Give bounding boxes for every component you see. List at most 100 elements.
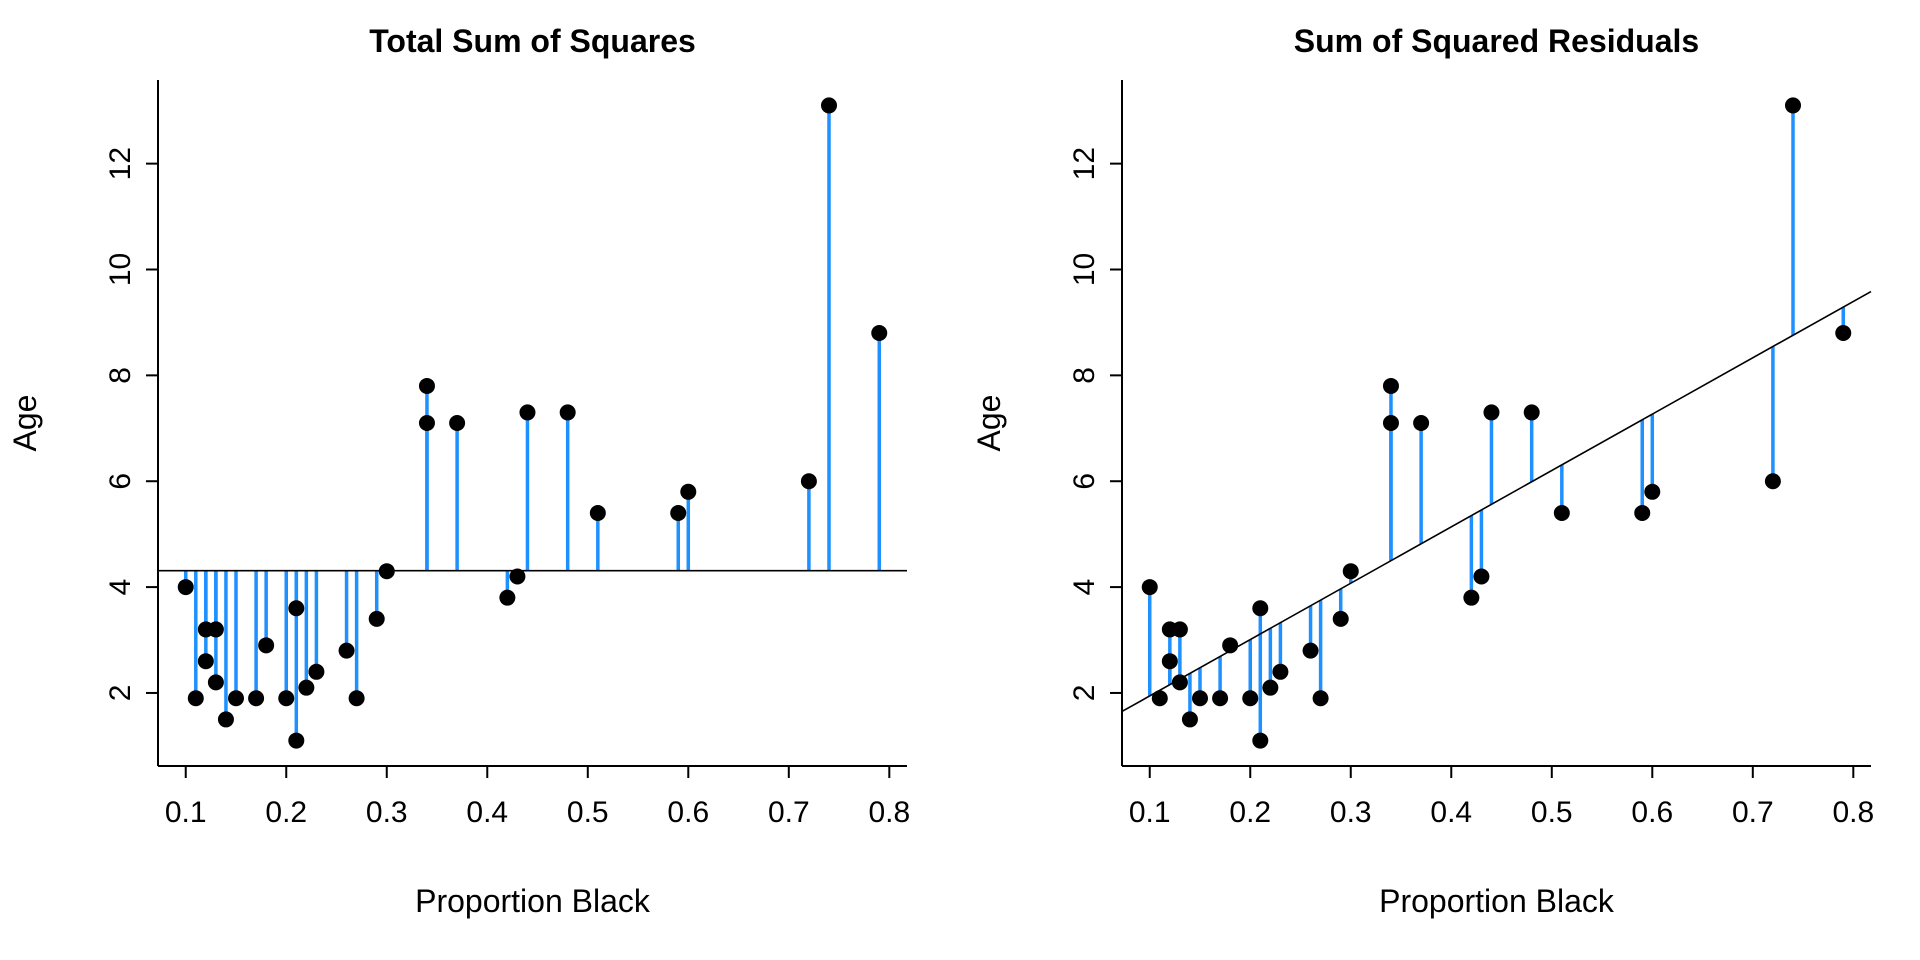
data-point (589, 504, 606, 521)
data-point (1332, 610, 1349, 627)
y-tick-label: 12 (104, 147, 137, 180)
y-tick-label: 2 (1068, 685, 1101, 702)
panel-2: 0.1 0.2 0.3 0.4 0.5 0.6 0.7 0.8 2 4 6 8 10 12 Sum of S… (971, 23, 1874, 919)
data-point (1161, 653, 1178, 670)
data-point (1764, 473, 1781, 490)
data-point (418, 377, 435, 394)
data-point (248, 690, 265, 707)
x-tick-label: 0.8 (868, 796, 910, 829)
x-tick-label: 0.3 (1330, 796, 1372, 829)
data-point (1483, 404, 1500, 421)
data-point (187, 690, 204, 707)
y-tick-label: 6 (1068, 473, 1101, 490)
data-point (378, 563, 395, 580)
x-tick-label: 0.1 (1129, 796, 1171, 829)
data-point (1523, 404, 1540, 421)
data-point (1272, 663, 1289, 680)
data-point (418, 415, 435, 431)
x-tick-label: 0.1 (165, 796, 207, 829)
data-point (1553, 504, 1570, 521)
data-point (1181, 711, 1198, 728)
data-point (1835, 325, 1852, 342)
data-point (1212, 690, 1229, 707)
y-tick-label: 8 (104, 367, 137, 384)
chart-title: Total Sum of Squares (369, 23, 696, 59)
y-tick-label: 4 (104, 579, 137, 596)
x-tick-label: 0.4 (1430, 796, 1472, 829)
x-tick-label: 0.6 (1631, 796, 1673, 829)
data-point (1473, 568, 1490, 585)
data-point (288, 600, 305, 617)
data-point (197, 653, 214, 670)
data-point (338, 642, 355, 659)
data-point (217, 711, 234, 728)
data-point (177, 579, 194, 596)
data-point (1634, 504, 1651, 521)
data-point (348, 690, 365, 707)
data-point (449, 415, 466, 431)
x-tick-label: 0.4 (466, 796, 508, 829)
x-tick-label: 0.7 (1732, 796, 1774, 829)
data-point (298, 679, 315, 696)
y-tick-label: 12 (1068, 147, 1101, 180)
data-point (1151, 690, 1168, 707)
data-point (559, 404, 576, 421)
x-tick-label: 0.7 (768, 796, 810, 829)
data-point (1141, 579, 1158, 596)
x-axis-label: Proportion Black (415, 883, 651, 919)
data-point (1191, 690, 1208, 707)
data-point (1222, 637, 1239, 654)
data-point (1302, 642, 1319, 659)
data-point (1252, 732, 1269, 749)
data-point (1785, 97, 1802, 114)
data-point (258, 637, 275, 654)
panel-1: 0.1 0.2 0.3 0.4 0.5 0.6 0.7 0.8 2 4 6 8 10 12 Total Su… (7, 23, 910, 919)
data-point (1382, 415, 1399, 431)
data-point (1262, 679, 1279, 696)
data-point (821, 97, 838, 114)
data-point (227, 690, 244, 707)
x-tick-label: 0.3 (366, 796, 408, 829)
data-point (308, 663, 325, 680)
data-point (1171, 674, 1188, 691)
data-point (670, 504, 687, 521)
y-tick-label: 10 (104, 253, 137, 286)
y-axis-label: Age (971, 395, 1007, 452)
data-point (800, 473, 817, 490)
y-tick-label: 4 (1068, 579, 1101, 596)
data-point (519, 404, 536, 421)
data-point (1413, 415, 1430, 431)
data-point (1252, 600, 1269, 617)
x-axis-label: Proportion Black (1379, 883, 1615, 919)
x-tick-label: 0.2 (1229, 796, 1271, 829)
data-point (509, 568, 526, 585)
chart-title: Sum of Squared Residuals (1294, 23, 1699, 59)
y-tick-label: 10 (1068, 253, 1101, 286)
x-tick-label: 0.6 (667, 796, 709, 829)
y-tick-label: 6 (104, 473, 137, 490)
y-axis-label: Age (7, 395, 43, 452)
x-tick-label: 0.5 (567, 796, 609, 829)
x-tick-label: 0.2 (265, 796, 307, 829)
data-point (1242, 690, 1259, 707)
data-point (1171, 621, 1188, 638)
data-point (871, 325, 888, 342)
data-point (1312, 690, 1329, 707)
data-point (368, 610, 385, 627)
regression-line (1121, 290, 1872, 713)
x-tick-label: 0.8 (1832, 796, 1874, 829)
data-point (680, 483, 697, 500)
data-point (207, 674, 224, 691)
data-point (207, 621, 224, 638)
data-point (288, 732, 305, 749)
data-point (278, 690, 295, 707)
data-point (499, 589, 516, 606)
data-point (1463, 589, 1480, 606)
data-point (1644, 483, 1661, 500)
y-tick-label: 8 (1068, 367, 1101, 384)
data-point (1382, 377, 1399, 394)
y-tick-label: 2 (104, 685, 137, 702)
data-point (1342, 563, 1359, 580)
x-tick-label: 0.5 (1531, 796, 1573, 829)
